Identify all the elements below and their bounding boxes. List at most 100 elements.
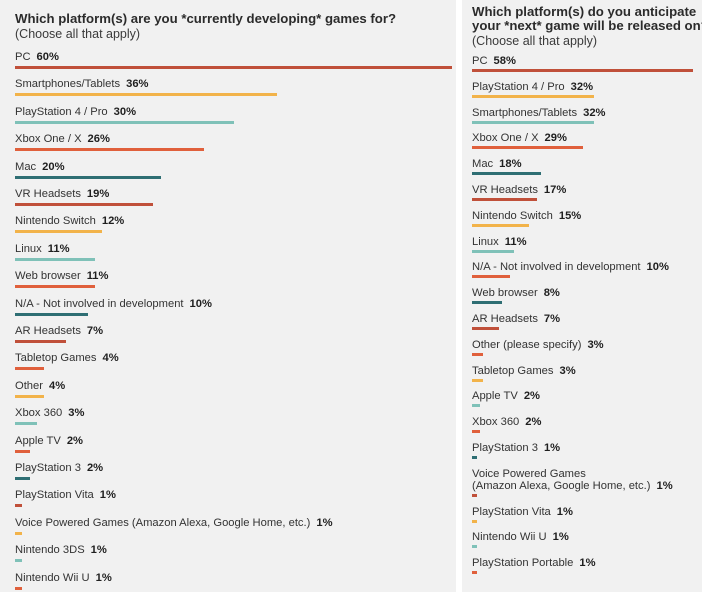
category-label-xbox-360: Xbox 360 3%	[15, 407, 85, 420]
bar-other-please-specify	[472, 352, 484, 356]
category-label-tabletop-games: Tabletop Games 4%	[15, 352, 119, 365]
value-label-nintendo-3ds: 1%	[90, 544, 107, 557]
value-label-xbox-one-x: 29%	[544, 132, 567, 145]
value-label-mac: 20%	[42, 160, 65, 173]
bar-playstation-vita	[15, 504, 23, 508]
category-label-web-browser: Web browser 8%	[472, 287, 560, 300]
bar-nintendo-switch	[15, 230, 103, 234]
category-label-playstation-vita: PlayStation Vita 1%	[15, 489, 116, 502]
value-label-mac: 18%	[499, 158, 522, 171]
bar-xbox-360	[15, 422, 37, 426]
value-label-pc: 60%	[36, 51, 59, 63]
value-label-linux: 11%	[47, 242, 70, 255]
chart-title: Which platform(s) are you *currently dev…	[15, 11, 397, 26]
value-label-voice-powered-games-amazon-alexa-google-home-etc: 1%	[316, 516, 333, 529]
value-label-xbox-360: 2%	[525, 416, 542, 429]
bar-voice-powered-games-amazon-alexa-google-home-etc	[472, 493, 477, 497]
category-label-playstation-4-pro: PlayStation 4 / Pro 32%	[472, 80, 594, 93]
category-label-nintendo-wii-u: Nintendo Wii U 1%	[15, 571, 112, 584]
bar-tabletop-games	[472, 378, 484, 382]
value-label-playstation-4-pro: 30%	[113, 105, 137, 118]
value-label-playstation-portable: 1%	[579, 557, 596, 570]
chart-panel-next: Which platform(s) do you anticipate your…	[462, 0, 702, 592]
bar-n-a-not-involved-in-development	[472, 275, 511, 279]
value-label-smartphones-tablets: 32%	[583, 106, 606, 119]
bar-linux	[472, 249, 514, 253]
category-label-playstation-portable: PlayStation Portable 1%	[472, 557, 596, 570]
category-label-nintendo-switch: Nintendo Switch 15%	[472, 209, 582, 222]
value-label-xbox-one-x: 26%	[87, 133, 110, 146]
bar-nintendo-3ds	[15, 559, 23, 563]
value-label-web-browser: 8%	[543, 287, 560, 300]
category-label-smartphones-tablets: Smartphones/Tablets 36%	[15, 78, 149, 91]
bar-nintendo-wii-u	[15, 586, 23, 590]
bar-playstation-3	[15, 477, 30, 480]
category-label-linux: Linux 11%	[15, 242, 70, 255]
bar-web-browser	[15, 285, 96, 289]
bar-n-a-not-involved-in-development	[15, 312, 88, 316]
category-label-n-a-not-involved-in-development: N/A - Not involved in development 10%	[15, 297, 212, 310]
category-label-nintendo-wii-u: Nintendo Wii U 1%	[472, 531, 569, 544]
category-label-voice-powered-games-amazon-alexa-google-home-etc-line-1: Voice Powered Games	[472, 467, 586, 480]
value-label-playstation-vita: 1%	[99, 489, 116, 502]
value-label-smartphones-tablets: 36%	[126, 78, 149, 91]
value-label-nintendo-wii-u: 1%	[552, 531, 569, 544]
bar-apple-tv	[472, 404, 480, 408]
bar-nintendo-switch	[472, 223, 530, 227]
value-label-tabletop-games: 3%	[559, 364, 576, 377]
category-label-other: Other 4%	[15, 379, 66, 392]
value-label-playstation-vita: 1%	[556, 505, 573, 518]
value-label-web-browser: 11%	[86, 270, 109, 283]
category-label-xbox-one-x: Xbox One / X 29%	[472, 132, 567, 145]
bar-nintendo-wii-u	[472, 545, 477, 549]
value-label-n-a-not-involved-in-development: 10%	[646, 261, 669, 274]
category-label-vr-headsets: VR Headsets 19%	[15, 188, 110, 200]
category-label-mac: Mac 18%	[472, 158, 522, 171]
category-label-playstation-3: PlayStation 3 1%	[472, 442, 561, 454]
category-label-voice-powered-games-amazon-alexa-google-home-etc: Voice Powered Games (Amazon Alexa, Googl…	[15, 516, 333, 529]
value-label-other: 4%	[48, 379, 66, 392]
category-label-playstation-3: PlayStation 3 2%	[15, 462, 104, 474]
category-label-linux: Linux 11%	[472, 235, 527, 248]
bar-apple-tv	[15, 449, 30, 453]
category-label-playstation-4-pro: PlayStation 4 / Pro 30%	[15, 105, 137, 118]
category-label-playstation-vita: PlayStation Vita 1%	[472, 505, 573, 518]
chart-title-line-2: your *next* game will be released on?	[472, 18, 702, 33]
value-label-voice-powered-games-amazon-alexa-google-home-etc: 1%	[656, 479, 673, 492]
value-label-other-please-specify: 3%	[587, 338, 604, 351]
category-label-n-a-not-involved-in-development: N/A - Not involved in development 10%	[472, 261, 669, 274]
bar-vr-headsets	[15, 203, 154, 206]
chart-title: Which platform(s) do you anticipate your…	[472, 5, 702, 33]
bar-smartphones-tablets	[472, 120, 594, 124]
bar-playstation-portable	[472, 571, 477, 575]
bar-tabletop-games	[15, 367, 45, 371]
bar-mac	[472, 172, 541, 176]
bar-playstation-4-pro	[472, 94, 594, 98]
bar-web-browser	[472, 301, 503, 305]
category-label-nintendo-switch: Nintendo Switch 12%	[15, 215, 125, 228]
value-label-playstation-3: 2%	[86, 462, 104, 474]
category-label-nintendo-3ds: Nintendo 3DS 1%	[15, 544, 107, 557]
category-label-pc: PC 60%	[15, 51, 59, 63]
category-label-xbox-360: Xbox 360 2%	[472, 416, 542, 429]
bar-pc	[472, 69, 693, 72]
bar-xbox-one-x	[15, 148, 205, 152]
category-label-web-browser: Web browser 11%	[15, 270, 109, 283]
category-label-mac: Mac 20%	[15, 160, 65, 173]
bar-playstation-4-pro	[15, 120, 234, 124]
bar-ar-headsets	[15, 340, 66, 343]
category-label-ar-headsets: AR Headsets 7%	[15, 325, 104, 337]
category-label-voice-powered-games-amazon-alexa-google-home-etc-line-2: (Amazon Alexa, Google Home, etc.) 1%	[472, 479, 673, 492]
value-label-nintendo-switch: 12%	[101, 215, 125, 228]
category-label-pc: PC 58%	[472, 55, 516, 67]
value-label-n-a-not-involved-in-development: 10%	[189, 297, 212, 310]
bar-xbox-one-x	[472, 146, 583, 150]
category-label-ar-headsets: AR Headsets 7%	[472, 313, 561, 325]
value-label-playstation-3: 1%	[543, 442, 561, 454]
bar-mac	[15, 175, 161, 179]
value-label-apple-tv: 2%	[66, 434, 83, 447]
bar-playstation-3	[472, 456, 477, 459]
value-label-ar-headsets: 7%	[86, 325, 104, 337]
category-label-apple-tv: Apple TV 2%	[15, 434, 83, 447]
bar-ar-headsets	[472, 327, 499, 330]
